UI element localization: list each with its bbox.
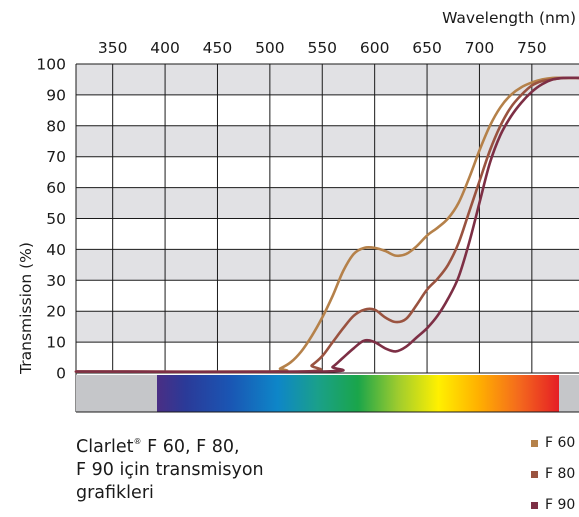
spectrum-visible-gradient <box>157 375 559 412</box>
y-axis-label: Transmission (%) <box>17 242 35 375</box>
caption-line-1-rest: F 60, F 80, <box>141 437 240 457</box>
legend-item: F 90 <box>531 497 576 513</box>
legend-item: F 80 <box>531 466 576 482</box>
grid-band <box>76 249 579 281</box>
legend-swatch <box>531 470 538 478</box>
spectrum-uv-zone <box>76 375 157 412</box>
x-tick-label: 600 <box>360 39 390 57</box>
y-tick-label: 40 <box>46 241 66 259</box>
caption-line-1: Clarlet® F 60, F 80, <box>76 430 326 459</box>
grid-band <box>76 311 579 343</box>
y-tick-label: 60 <box>46 179 66 197</box>
grid-band <box>76 64 579 95</box>
y-tick-label: 20 <box>46 303 66 321</box>
x-tick-label: 550 <box>307 39 337 57</box>
grid-bands <box>76 64 579 343</box>
legend-swatch <box>531 501 538 509</box>
x-tick-label: 650 <box>412 39 442 57</box>
y-tick-label: 50 <box>46 210 66 228</box>
y-tick-label: 70 <box>46 148 66 166</box>
grid-band <box>76 125 579 157</box>
grid-band <box>76 187 579 219</box>
caption-brand: Clarlet <box>76 437 134 457</box>
x-tick-label: 700 <box>465 39 495 57</box>
series-lines <box>74 76 579 374</box>
y-tick-label: 90 <box>46 86 66 104</box>
spectrum-ir-zone <box>559 375 579 412</box>
legend-label: F 60 <box>545 435 576 451</box>
y-tick-labels: 0 10 20 30 40 50 60 70 80 90 100 <box>36 56 66 383</box>
x-tick-label: 500 <box>255 39 285 57</box>
x-axis-label: Wavelength (nm) <box>442 9 576 27</box>
x-tick-labels: 350 400 450 500 550 600 650 700 750 <box>98 39 547 57</box>
registered-mark: ® <box>133 437 142 446</box>
x-tick-label: 450 <box>203 39 233 57</box>
series-line-f-90 <box>74 76 579 374</box>
chart-caption: Clarlet® F 60, F 80, F 90 için transmisy… <box>76 430 326 505</box>
series-line-f-60 <box>74 76 579 374</box>
transmission-chart: 350 400 450 500 550 600 650 700 750 0 10 20 30 40 50 6… <box>17 9 579 413</box>
legend-label: F 80 <box>545 466 576 482</box>
y-tick-label: 0 <box>56 365 66 383</box>
y-tick-label: 30 <box>46 272 66 290</box>
grid-lines <box>75 63 579 412</box>
y-tick-label: 10 <box>46 334 66 352</box>
caption-line-3: grafikleri <box>76 483 154 503</box>
x-tick-label: 750 <box>517 39 547 57</box>
legend-item: F 60 <box>531 435 576 451</box>
x-tick-label: 350 <box>98 39 128 57</box>
spectrum-bar <box>76 375 579 413</box>
y-tick-label: 80 <box>46 117 66 135</box>
series-line-f-80 <box>74 76 579 374</box>
legend-swatch <box>531 439 538 447</box>
legend-label: F 90 <box>545 497 576 513</box>
x-tick-label: 400 <box>150 39 180 57</box>
caption-line-2: F 90 için transmisyon <box>76 460 264 480</box>
y-tick-label: 100 <box>36 56 66 74</box>
